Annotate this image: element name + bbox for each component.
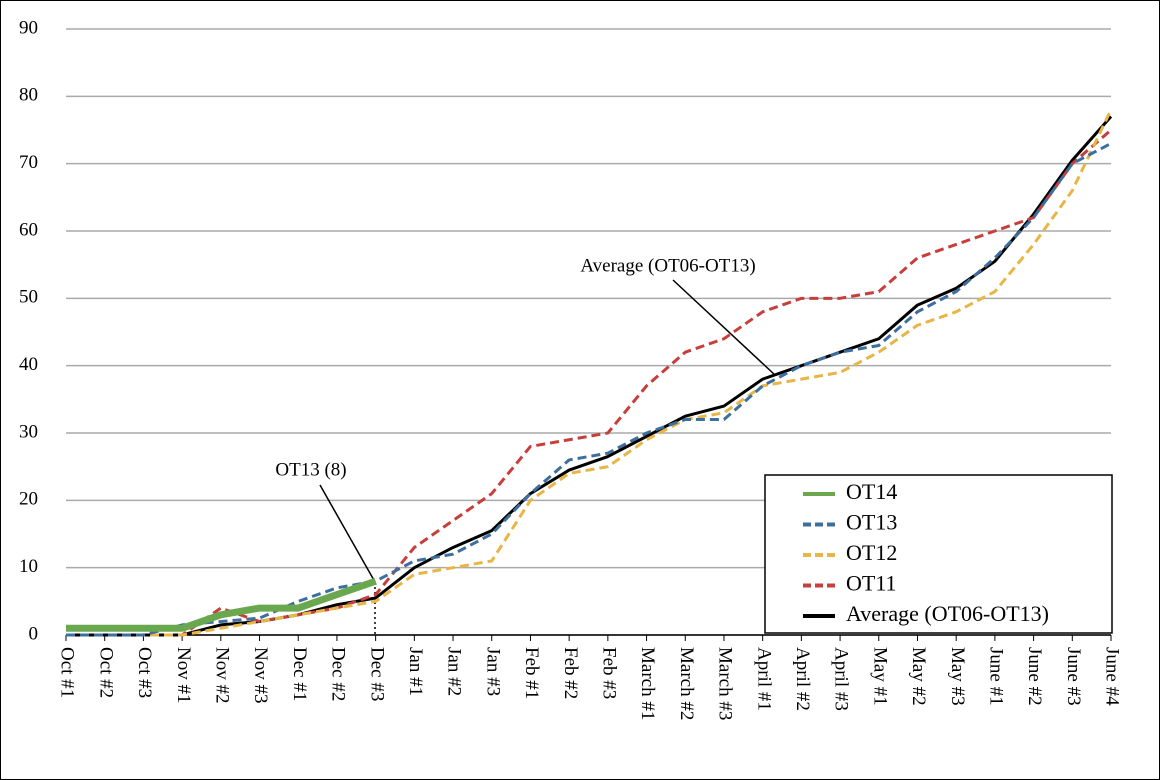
x-tick-label: Nov #3	[250, 647, 271, 703]
annotation: OT13 (8)	[275, 459, 346, 480]
x-tick-label: Feb #3	[598, 647, 619, 699]
legend-label: OT12	[846, 540, 897, 565]
lines	[66, 109, 1113, 637]
annotation-arrow	[672, 279, 776, 376]
x-tick-label: April #3	[831, 647, 852, 711]
y-tick-label: 30	[19, 421, 38, 442]
x-tick-label: June #3	[1063, 647, 1084, 706]
y-tick-label: 0	[29, 623, 39, 644]
x-tick-label: Nov #2	[211, 647, 232, 703]
x-tick-label: April #2	[792, 647, 813, 711]
grid	[65, 28, 1112, 641]
y-tick-label: 50	[19, 287, 38, 308]
x-tick-label: June #2	[1024, 647, 1045, 706]
x-tick-label: May #1	[869, 647, 890, 706]
x-tick-label: March #2	[676, 647, 697, 720]
y-tick-label: 90	[19, 17, 38, 38]
legend-label: OT13	[846, 510, 897, 535]
x-tick-label: Jan #2	[444, 647, 465, 696]
legend: OT14 OT13 OT12 OT11 Average (OT06-OT13)	[764, 474, 1113, 634]
annotation: Average (OT06-OT13)	[580, 255, 755, 276]
series-line	[66, 109, 1113, 637]
x-tick-label: Dec #1	[289, 647, 310, 701]
x-tick-label: Feb #2	[560, 647, 581, 699]
y-tick-label: 20	[19, 489, 38, 510]
x-tick-label: Nov #1	[173, 647, 194, 703]
legend-label: Average (OT06-OT13)	[846, 601, 1049, 626]
y-tick-label: 40	[19, 354, 38, 375]
x-tick-label: June #4	[1102, 647, 1123, 706]
legend-label: OT11	[846, 571, 897, 596]
x-tick-label: Feb #1	[521, 647, 542, 699]
legend-label: OT14	[846, 479, 897, 504]
x-tick-label: May #3	[947, 647, 968, 706]
series-line	[66, 577, 377, 632]
x-tick-label: Dec #2	[328, 647, 349, 701]
x-tick-label: Oct #2	[95, 647, 116, 698]
x-tick-label: Dec #3	[366, 647, 387, 701]
y-tick-label: 80	[19, 85, 38, 106]
annotation-arrow	[319, 484, 376, 583]
series-line	[66, 142, 1112, 637]
y-tick-label: 10	[19, 556, 38, 577]
x-tick-label: March #1	[637, 647, 658, 720]
x-tick-label: June #1	[986, 647, 1007, 706]
y-tick-label: 70	[19, 152, 38, 173]
x-tick-label: Jan #3	[482, 647, 503, 696]
series-line	[66, 115, 1113, 637]
x-tick-label: March #3	[715, 647, 736, 720]
x-tick-label: Oct #1	[57, 647, 78, 698]
x-tick-label: April #1	[753, 647, 774, 711]
y-tick-label: 60	[19, 219, 38, 240]
x-tick-label: Oct #3	[134, 647, 155, 698]
x-tick-label: Jan #1	[405, 647, 426, 696]
x-tick-label: May #2	[908, 647, 929, 706]
